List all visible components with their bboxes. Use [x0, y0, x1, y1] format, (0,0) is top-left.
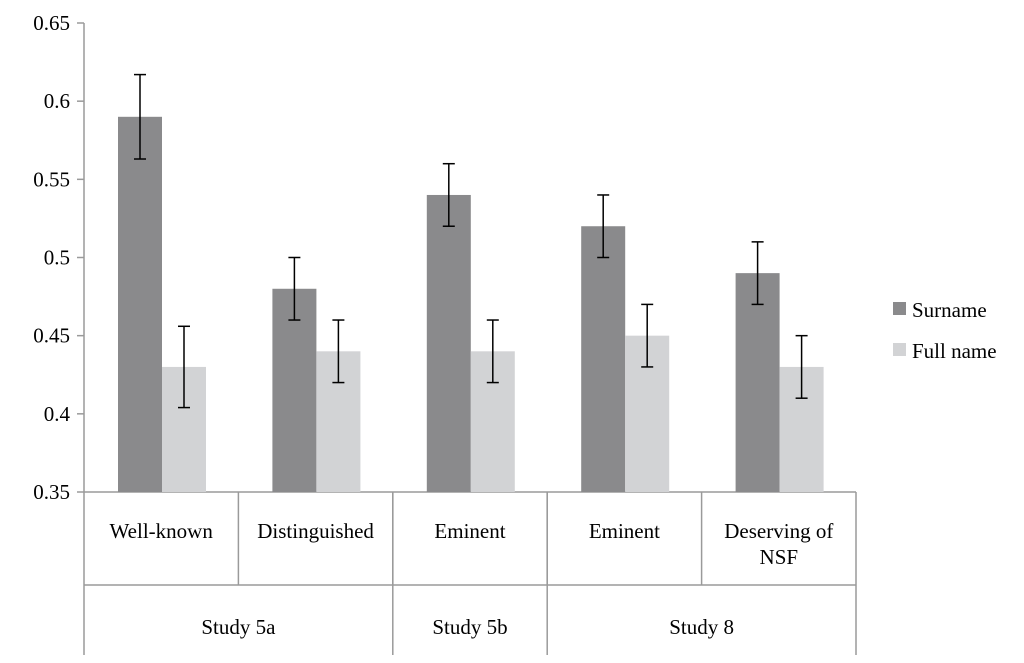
error-bars — [134, 73, 808, 409]
group-label: Study 5b — [432, 615, 507, 639]
category-label: Well-known — [110, 519, 214, 543]
bar-surname — [118, 116, 162, 493]
legend-label: Surname — [912, 298, 987, 322]
legend-swatch — [893, 343, 906, 356]
legend-swatch — [893, 302, 906, 315]
y-tick-label: 0.45 — [33, 324, 70, 348]
bar-surname — [272, 288, 317, 492]
y-tick-label: 0.65 — [33, 11, 70, 35]
category-label: Distinguished — [257, 519, 374, 543]
category-label: Eminent — [434, 519, 505, 543]
bar-surname — [581, 226, 626, 492]
category-label: Eminent — [589, 519, 660, 543]
axis-labels: 0.35 0.4 0.45 0.5 0.55 0.6 0.65 Study 5a Study 5… — [33, 11, 833, 639]
y-tick-label: 0.5 — [44, 246, 70, 270]
axes — [77, 22, 857, 655]
group-label: Study 5a — [201, 615, 276, 639]
y-tick-label: 0.35 — [33, 480, 70, 504]
y-tick-label: 0.55 — [33, 167, 70, 191]
bar-surname — [735, 273, 780, 492]
y-tick-label: 0.4 — [44, 402, 71, 426]
category-label: NSF — [760, 545, 799, 569]
legend: Surname Full name — [893, 298, 997, 363]
bar-surname — [426, 194, 471, 492]
y-tick-label: 0.6 — [44, 89, 70, 113]
group-label: Study 8 — [669, 615, 734, 639]
category-label: Deserving of — [724, 519, 833, 543]
legend-label: Full name — [912, 339, 997, 363]
bars — [118, 116, 824, 493]
